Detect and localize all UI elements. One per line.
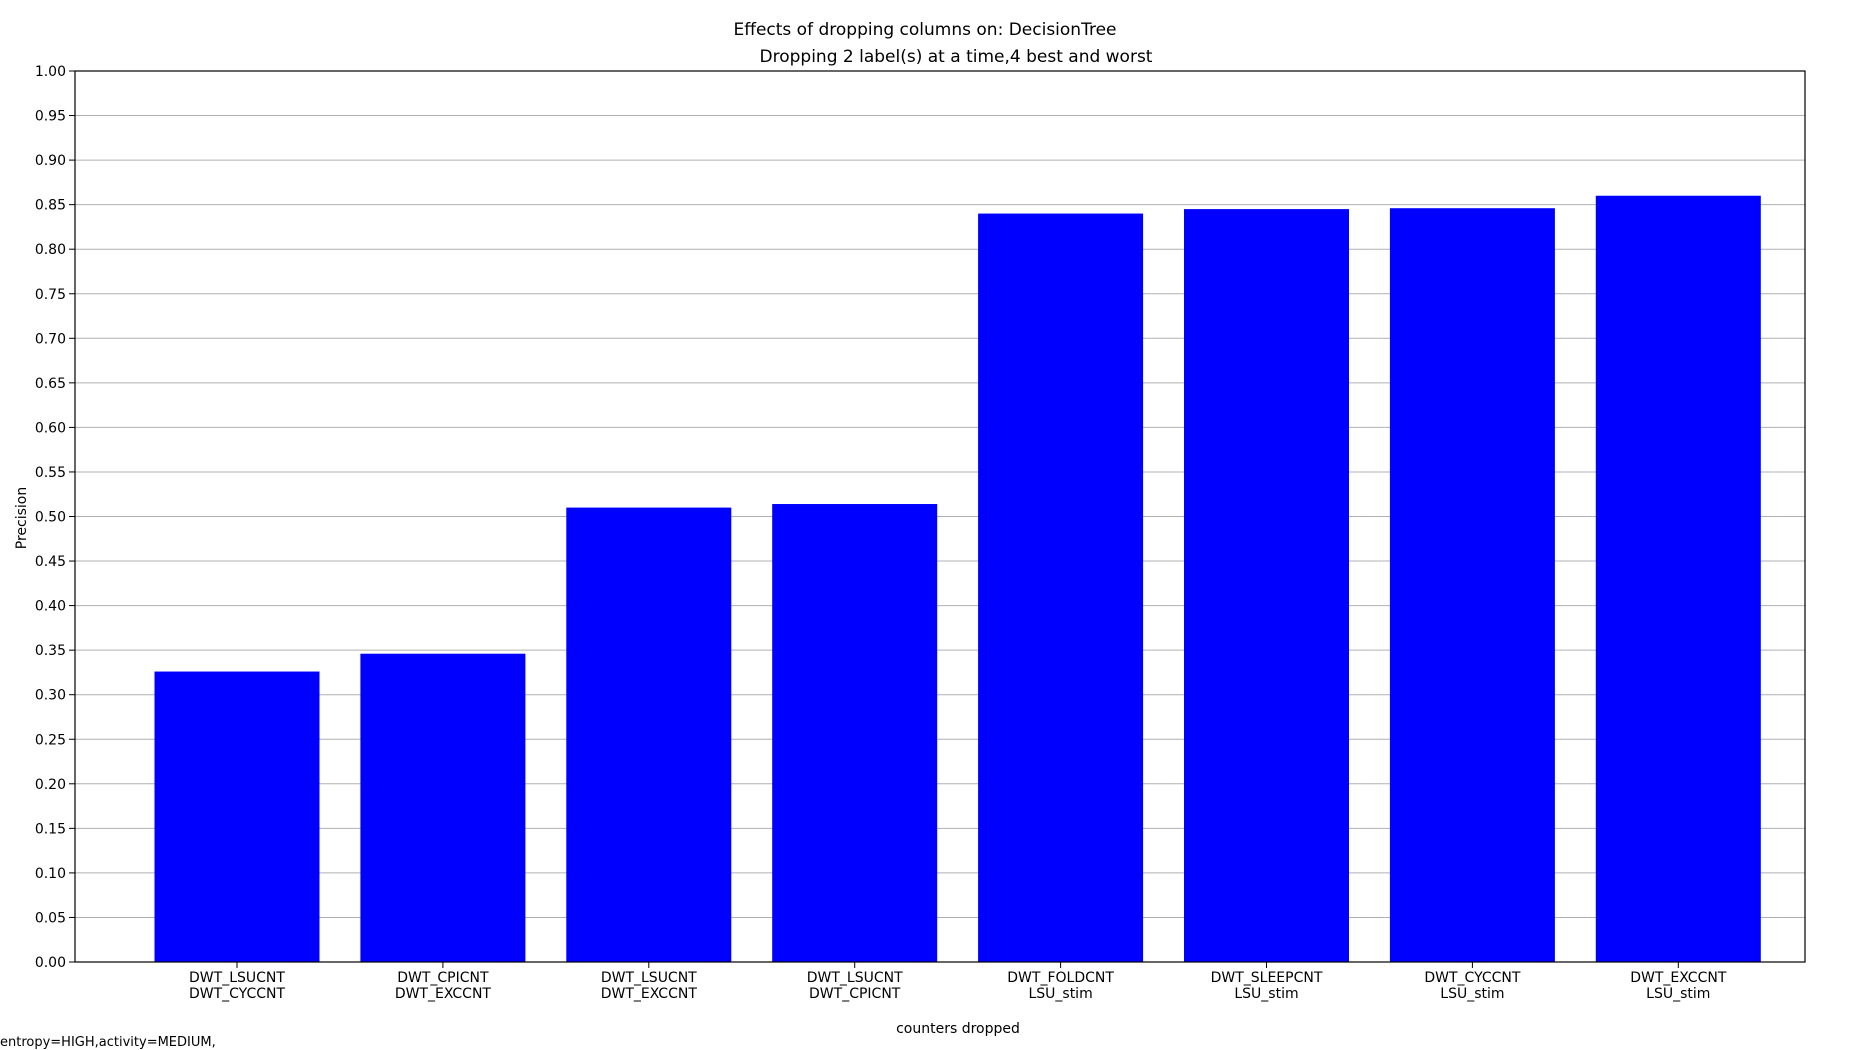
x-tick-label: DWT_EXCCNT bbox=[395, 986, 492, 1002]
y-tick-label: 0.35 bbox=[35, 643, 66, 659]
y-tick-label: 0.70 bbox=[35, 331, 66, 347]
y-tick-label: 0.60 bbox=[35, 420, 66, 436]
x-tick-label: DWT_CYCCNT bbox=[1424, 970, 1521, 986]
y-tick-label: 0.80 bbox=[35, 242, 66, 258]
y-tick-label: 0.00 bbox=[35, 955, 66, 971]
x-tick-label: DWT_FOLDCNT bbox=[1007, 970, 1114, 986]
y-tick-label: 0.10 bbox=[35, 866, 66, 882]
y-tick-label: 0.65 bbox=[35, 376, 66, 392]
y-tick-label: 0.50 bbox=[35, 510, 66, 526]
y-tick-label: 0.40 bbox=[35, 599, 66, 615]
y-tick-label: 0.25 bbox=[35, 732, 66, 748]
x-tick-label: LSU_stim bbox=[1646, 986, 1710, 1002]
chart-subtitle: Dropping 2 label(s) at a time,4 best and… bbox=[760, 47, 1153, 67]
bar bbox=[1595, 195, 1761, 963]
y-tick-label: 1.00 bbox=[35, 64, 66, 80]
y-tick-label: 0.55 bbox=[35, 465, 66, 481]
bars bbox=[154, 195, 1761, 963]
x-tick-label: DWT_CPICNT bbox=[397, 970, 489, 986]
y-axis-label: Precision bbox=[14, 487, 30, 549]
x-axis-label: counters dropped bbox=[896, 1021, 1020, 1037]
bar bbox=[1389, 208, 1555, 963]
y-tick-label: 0.30 bbox=[35, 688, 66, 704]
bar bbox=[772, 504, 938, 962]
y-tick-label: 0.20 bbox=[35, 777, 66, 793]
bar bbox=[978, 213, 1144, 962]
x-tick-label: DWT_EXCCNT bbox=[1630, 970, 1727, 986]
x-tick-label: DWT_CYCCNT bbox=[189, 986, 286, 1002]
y-tick-label: 0.90 bbox=[35, 153, 66, 169]
x-tick-label: DWT_EXCCNT bbox=[601, 986, 698, 1002]
bar bbox=[154, 671, 320, 962]
bar bbox=[566, 507, 732, 962]
bar bbox=[1184, 209, 1349, 963]
y-tick-label: 0.75 bbox=[35, 287, 66, 303]
x-tick-label: LSU_stim bbox=[1028, 986, 1092, 1002]
x-tick-label: DWT_LSUCNT bbox=[807, 970, 903, 986]
footnote: entropy=HIGH,activity=MEDIUM, bbox=[0, 1035, 216, 1050]
y-tick-label: 0.45 bbox=[35, 554, 66, 570]
y-tick-label: 0.05 bbox=[35, 910, 66, 926]
x-tick-label: DWT_CPICNT bbox=[809, 986, 901, 1002]
x-tick-label: DWT_SLEEPCNT bbox=[1211, 970, 1323, 986]
x-axis: DWT_LSUCNTDWT_CYCCNTDWT_CPICNTDWT_EXCCNT… bbox=[189, 962, 1727, 1002]
y-tick-label: 0.15 bbox=[35, 821, 66, 837]
x-tick-label: DWT_LSUCNT bbox=[189, 970, 285, 986]
x-tick-label: LSU_stim bbox=[1440, 986, 1504, 1002]
bar bbox=[360, 653, 526, 962]
chart-title: Effects of dropping columns on: Decision… bbox=[734, 20, 1117, 40]
x-tick-label: LSU_stim bbox=[1234, 986, 1298, 1002]
y-tick-label: 0.95 bbox=[35, 109, 66, 125]
y-axis: 0.00 0.05 0.10 0.15 0.20 0.25 0.30 0.35 0.40 0.45… bbox=[35, 64, 75, 971]
y-tick-label: 0.85 bbox=[35, 198, 66, 214]
x-tick-label: DWT_LSUCNT bbox=[601, 970, 697, 986]
